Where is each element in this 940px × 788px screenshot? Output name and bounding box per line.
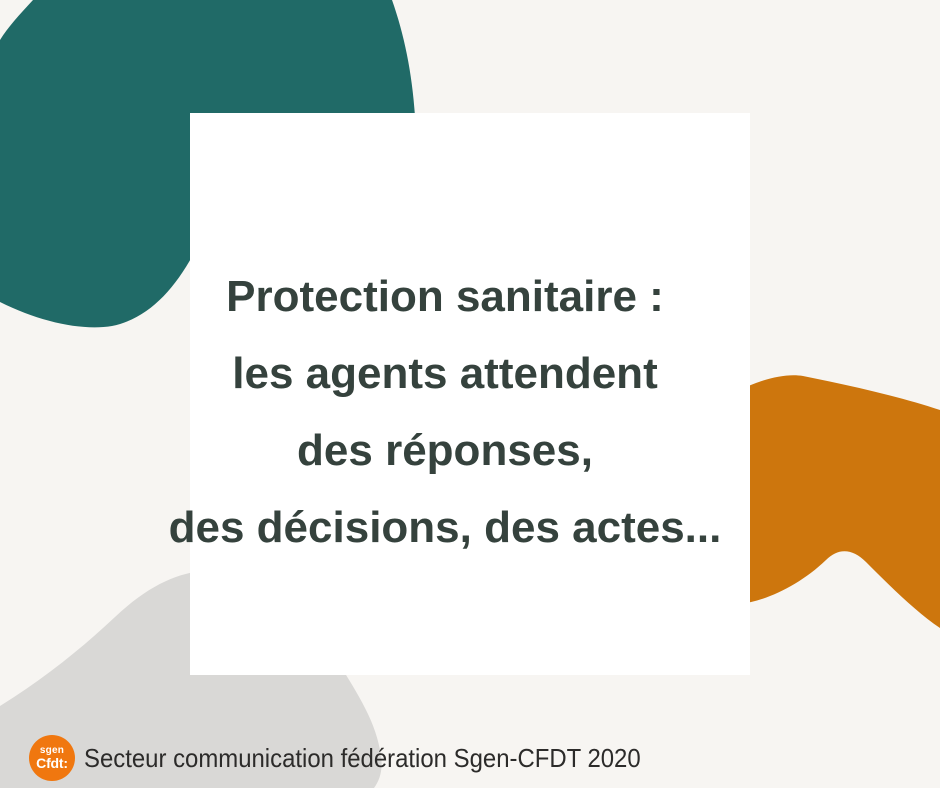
orange-blob-shape [740, 375, 940, 628]
headline-line-2: les agents attendent [232, 349, 658, 398]
sgen-cfdt-logo: sgen Cfdt: [29, 735, 75, 781]
headline: Protection sanitaire : les agents attend… [55, 258, 835, 566]
headline-line-3: des réponses, [297, 426, 593, 475]
logo-text-cfdt: Cfdt: [36, 754, 68, 771]
footer: sgen Cfdt: Secteur communication fédérat… [0, 730, 940, 788]
headline-line-4: des décisions, des actes... [168, 503, 722, 552]
footer-caption: Secteur communication fédération Sgen-CF… [84, 743, 641, 773]
logo-text-sgen: sgen [39, 744, 65, 756]
content-card [190, 113, 750, 675]
headline-line-1: Protection sanitaire : [226, 272, 664, 321]
